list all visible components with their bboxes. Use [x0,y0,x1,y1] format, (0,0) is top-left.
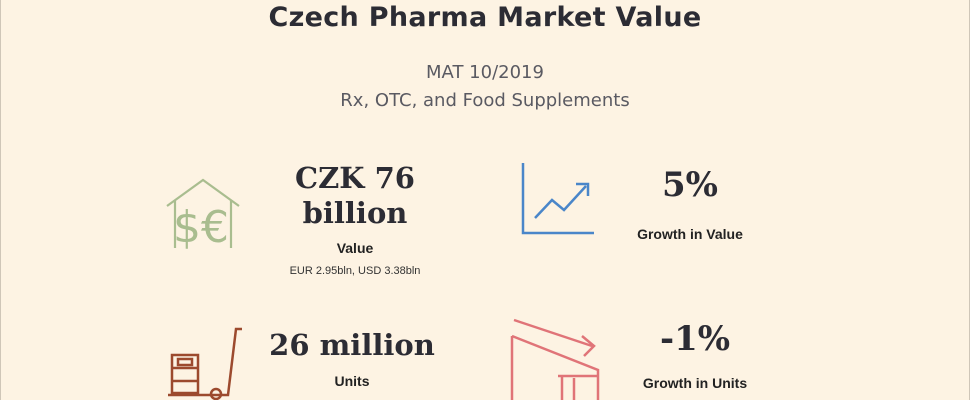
hand-truck-icon [168,327,242,400]
value-label: Value [336,240,374,256]
units-label: Units [334,373,370,389]
svg-text:$€: $€ [173,202,229,250]
value-currency-note: EUR 2.95bln, USD 3.38bln [289,265,421,277]
page-title: Czech Pharma Market Value [268,2,702,33]
scope-subtitle: Rx, OTC, and Food Supplements [340,90,630,111]
units-growth-label: Growth in Units [642,375,748,391]
value-headline-line1: CZK 76 [295,161,415,195]
declining-chart-icon [510,318,600,400]
value-growth-label: Growth in Value [637,226,743,242]
period-subtitle: MAT 10/2019 [426,62,544,83]
rising-chart-icon [521,163,594,235]
units-growth-headline: -1% [659,319,731,359]
value-growth-headline: 5% [662,165,718,205]
house-currency-icon: $€ [166,178,240,250]
value-headline-line2: billion [302,196,408,230]
units-headline: 26 million [269,328,435,362]
